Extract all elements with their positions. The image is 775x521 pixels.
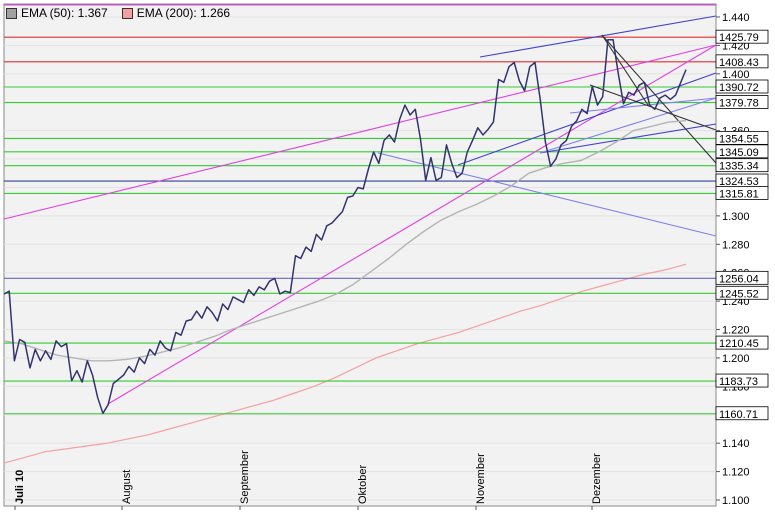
trend-line xyxy=(3,44,717,220)
x-tick-label: Juli 10 xyxy=(14,470,26,504)
y-tick-label: 1.440 xyxy=(722,12,750,24)
trend-line xyxy=(569,97,717,114)
level-label: 1256.04 xyxy=(719,273,759,285)
x-tick-label: November xyxy=(475,453,487,504)
ema200-swatch xyxy=(121,7,133,19)
level-label: 1345.09 xyxy=(719,147,759,159)
y-tick-label: 1.100 xyxy=(722,495,750,507)
level-label: 1425.79 xyxy=(719,32,759,44)
level-label-box xyxy=(715,406,769,421)
level-label: 1183.73 xyxy=(719,376,758,388)
level-label-box xyxy=(715,373,769,388)
level-label-box xyxy=(715,335,769,350)
y-tick-label: 1.140 xyxy=(722,438,750,450)
x-tick-label: August xyxy=(121,470,133,504)
level-label-box xyxy=(715,130,769,145)
level-label-box xyxy=(715,186,769,200)
level-label: 1245.52 xyxy=(719,288,759,300)
legend-item-ema200: EMA (200): 1.266 xyxy=(121,6,231,20)
level-label-box xyxy=(715,158,769,173)
legend-item-ema50: EMA (50): 1.367 xyxy=(6,6,108,20)
ema50-swatch xyxy=(6,7,17,19)
level-label-box xyxy=(715,144,769,159)
y-tick-label: 1.220 xyxy=(722,325,750,337)
price-line xyxy=(3,38,687,415)
x-tick-label: September xyxy=(239,450,251,504)
level-label: 1315.81 xyxy=(719,188,759,200)
y-tick-label: 1.280 xyxy=(722,239,750,251)
level-label: 1408.43 xyxy=(719,57,759,69)
level-label: 1379.78 xyxy=(719,98,759,110)
ema200-line xyxy=(3,263,687,464)
y-tick-label: 1.300 xyxy=(722,211,750,223)
level-label: 1210.45 xyxy=(719,338,759,350)
level-label-box xyxy=(715,79,769,94)
ema50-legend-label: EMA (50): 1.367 xyxy=(21,6,108,20)
trend-line xyxy=(479,15,717,58)
level-label: 1335.34 xyxy=(719,161,759,173)
trend-line xyxy=(539,123,717,154)
y-tick-label: 1.400 xyxy=(722,69,750,81)
y-tick-label: 1.120 xyxy=(722,467,750,479)
trend-line xyxy=(539,97,717,154)
ema200-legend-label: EMA (200): 1.266 xyxy=(136,6,231,20)
level-label-box xyxy=(715,54,769,69)
level-label-box xyxy=(715,285,769,300)
trend-line xyxy=(107,44,717,405)
level-label-box xyxy=(715,270,769,285)
level-label: 1160.71 xyxy=(719,409,758,421)
level-label-box xyxy=(715,29,769,44)
legend: EMA (50): 1.367 EMA (200): 1.266 xyxy=(6,6,230,20)
trend-line xyxy=(457,72,717,166)
ema50-line xyxy=(3,120,687,362)
level-label: 1324.53 xyxy=(719,176,759,188)
x-tick-label: Oktober xyxy=(357,465,369,504)
trend-line xyxy=(377,152,717,237)
level-label-box xyxy=(715,95,769,109)
level-label: 1354.55 xyxy=(719,133,759,145)
y-tick-label: 1.200 xyxy=(722,353,750,365)
trend-line xyxy=(601,34,649,106)
x-tick-label: Dezember xyxy=(591,453,603,504)
level-label: 1390.72 xyxy=(719,82,759,94)
